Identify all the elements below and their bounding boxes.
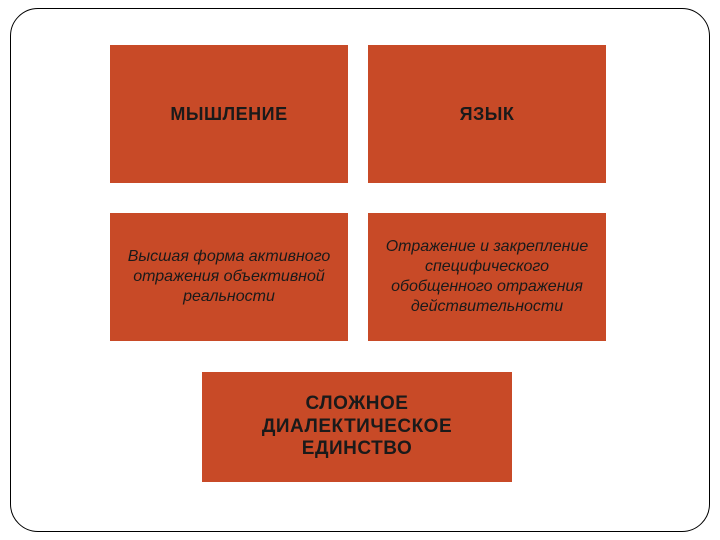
box-unity: СЛОЖНОЕ ДИАЛЕКТИЧЕСКОЕ ЕДИНСТВО xyxy=(202,372,512,482)
box-unity-label: СЛОЖНОЕ ДИАЛЕКТИЧЕСКОЕ ЕДИНСТВО xyxy=(212,393,502,461)
box-language-desc-label: Отражение и закрепление специфического о… xyxy=(378,237,596,317)
box-thinking-label: МЫШЛЕНИЕ xyxy=(170,104,287,125)
box-language-desc: Отражение и закрепление специфического о… xyxy=(368,213,606,341)
box-thinking: МЫШЛЕНИЕ xyxy=(110,45,348,183)
box-language: ЯЗЫК xyxy=(368,45,606,183)
box-thinking-desc-label: Высшая форма активного отражения объекти… xyxy=(120,247,338,307)
box-language-label: ЯЗЫК xyxy=(460,104,515,125)
box-thinking-desc: Высшая форма активного отражения объекти… xyxy=(110,213,348,341)
